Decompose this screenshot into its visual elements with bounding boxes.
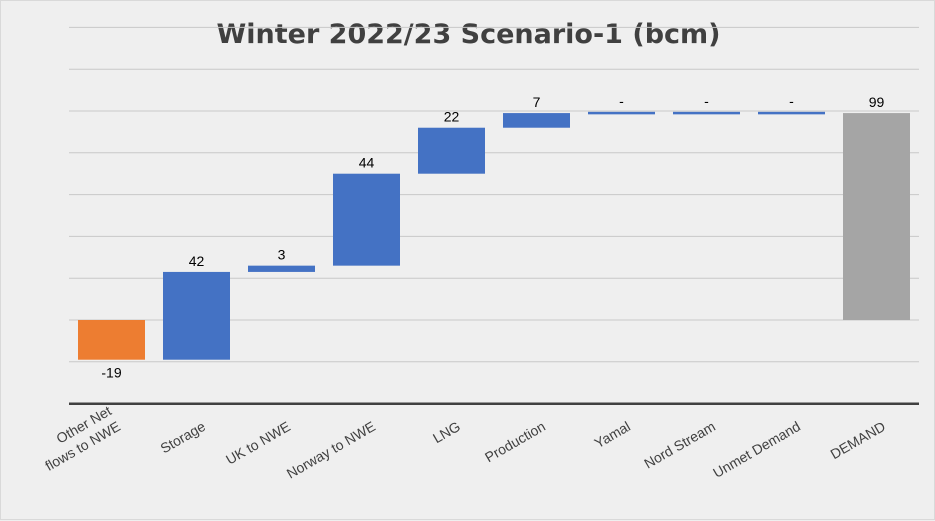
data-label-production: 7 xyxy=(533,94,541,110)
bar-norway-to-nwe xyxy=(333,173,400,266)
bar-production xyxy=(503,113,570,128)
bar-storage xyxy=(163,271,230,360)
data-label-uk-to-nwe: 3 xyxy=(278,247,286,263)
bar-other-net-flows-to-nwe xyxy=(78,320,145,360)
data-label-yamal: - xyxy=(619,93,624,109)
category-label-norway-to-nwe: Norway to NWE xyxy=(284,418,378,482)
data-label-storage: 42 xyxy=(189,253,205,269)
bar-unmet-demand xyxy=(758,111,825,115)
data-label-lng: 22 xyxy=(444,109,460,125)
bar-yamal xyxy=(588,111,655,115)
data-label-nord-stream: - xyxy=(704,93,709,109)
category-label-unmet-demand: Unmet Demand xyxy=(710,418,803,481)
data-label-unmet-demand: - xyxy=(789,93,794,109)
category-label-lng: LNG xyxy=(430,418,463,446)
bar-lng xyxy=(418,127,485,174)
data-label-other-net-flows-to-nwe: -19 xyxy=(101,365,121,381)
bar-uk-to-nwe xyxy=(248,265,315,272)
bar-demand xyxy=(843,113,910,320)
category-label-other-net-flows-to-nwe: Other Netflows to NWE xyxy=(33,402,123,474)
category-label-yamal: Yamal xyxy=(592,418,633,451)
data-label-norway-to-nwe: 44 xyxy=(359,155,375,171)
category-label-storage: Storage xyxy=(158,418,209,456)
category-label-production: Production xyxy=(482,418,548,465)
category-label-uk-to-nwe: UK to NWE xyxy=(223,418,293,468)
category-label-demand: DEMAND xyxy=(827,418,888,462)
chart-title: Winter 2022/23 Scenario-1 (bcm) xyxy=(216,19,721,50)
bar-nord-stream xyxy=(673,111,740,115)
category-label-nord-stream: Nord Stream xyxy=(641,418,718,472)
data-label-demand: 99 xyxy=(869,94,885,110)
